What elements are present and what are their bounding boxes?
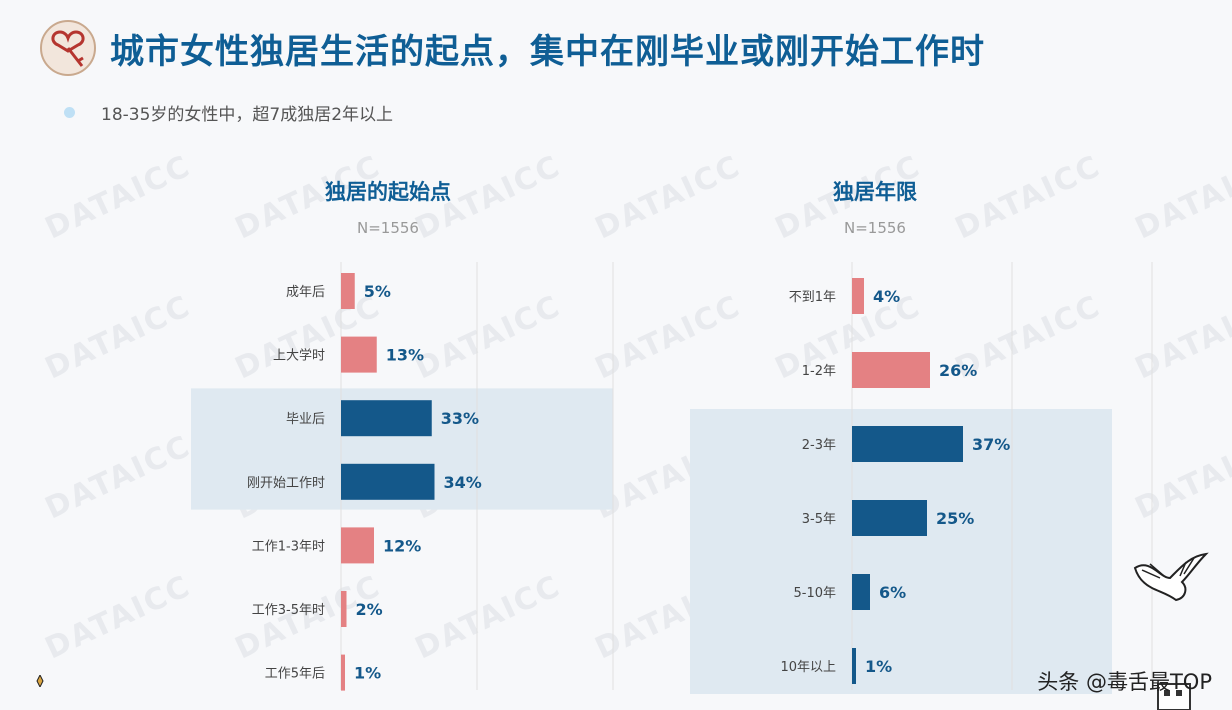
bar [852, 500, 927, 536]
value-label: 5% [364, 282, 391, 301]
value-label: 1% [354, 664, 381, 683]
subtitle-row: 18-35岁的女性中，超7成独居2年以上 [64, 100, 393, 125]
footer-credit: 头条 @毒舌最TOP [1037, 670, 1212, 694]
bar [852, 278, 864, 314]
value-label: 6% [879, 583, 906, 602]
category-label: 不到1年 [789, 290, 836, 305]
building-icon [1157, 683, 1191, 710]
bar [852, 574, 870, 610]
category-label: 毕业后 [286, 412, 325, 427]
value-label: 37% [972, 435, 1010, 454]
sparkle-icon [36, 675, 44, 687]
bar [341, 463, 435, 500]
chart-title: 独居的起始点 [325, 180, 451, 204]
category-label: 3-5年 [802, 512, 836, 527]
value-label: 1% [865, 657, 892, 676]
category-label: 5-10年 [793, 586, 836, 601]
value-label: 33% [441, 409, 479, 428]
category-label: 刚开始工作时 [247, 476, 325, 491]
bar [341, 527, 374, 564]
bar [852, 426, 963, 462]
bar [852, 648, 856, 684]
category-label: 工作5年后 [265, 667, 325, 682]
dove-icon [1133, 552, 1209, 602]
bar [852, 352, 930, 388]
chart-sample-size: N=1556 [844, 219, 906, 237]
category-label: 工作1-3年时 [252, 539, 325, 554]
bar [341, 591, 347, 627]
value-label: 13% [386, 346, 424, 365]
bar [341, 273, 355, 309]
category-label: 成年后 [286, 285, 325, 300]
value-label: 4% [873, 287, 900, 306]
chart-title: 独居年限 [833, 180, 917, 204]
category-label: 1-2年 [802, 364, 836, 379]
page-subtitle: 18-35岁的女性中，超7成独居2年以上 [101, 105, 394, 125]
category-label: 上大学时 [273, 348, 325, 364]
bar [341, 654, 345, 691]
value-label: 2% [356, 600, 383, 619]
bar [341, 400, 432, 437]
bar [341, 336, 377, 373]
value-label: 25% [936, 509, 974, 528]
category-label: 2-3年 [802, 438, 836, 453]
page-title: 城市女性独居生活的起点，集中在刚毕业或刚开始工作时 [110, 32, 985, 72]
chart-sample-size: N=1556 [357, 219, 419, 237]
value-label: 34% [444, 473, 482, 492]
bullet-dot-icon [64, 107, 75, 118]
value-label: 12% [383, 536, 421, 555]
category-label: 10年以上 [780, 660, 836, 675]
value-label: 26% [939, 361, 977, 380]
category-label: 工作3-5年时 [252, 603, 325, 618]
key-logo-icon [40, 20, 96, 76]
